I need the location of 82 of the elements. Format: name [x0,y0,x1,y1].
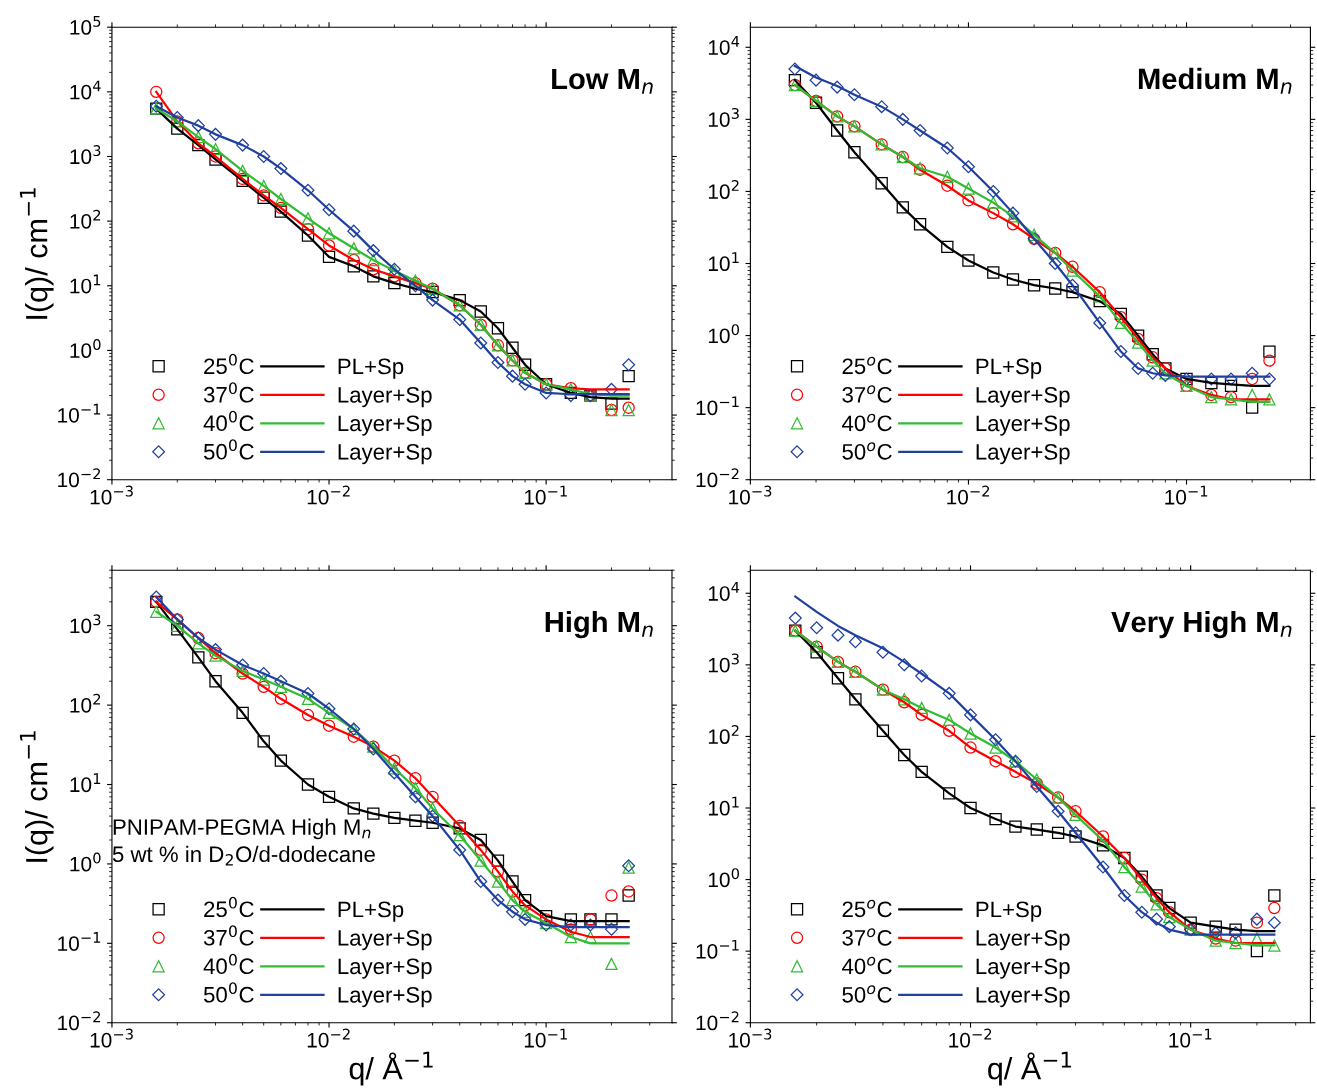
legend-label: 50$^{o}$C [842,442,892,460]
y-tick-label: 10$^{3}$ [708,653,739,673]
y-tick-label: 10$^{−1}$ [696,396,739,416]
legend-label: Layer+Sp [976,415,1070,436]
x-tick-label: 10$^{−2}$ [307,1028,350,1048]
legend-label: Layer+Sp [338,415,432,436]
x-tick-label: 10$^{−3}$ [90,1028,133,1048]
y-tick-label: 10$^{−2}$ [696,468,739,488]
y-tick-label: 10$^{−1}$ [58,403,101,423]
y-tick-label: 10$^{1}$ [708,796,739,816]
x-tick-label: 10$^{−2}$ [947,485,990,505]
legend-label: PL+Sp [338,358,404,379]
y-tick-label: 10$^{1}$ [70,274,101,294]
legend-label: 37$^{0}$C [203,925,254,946]
legend-label: Layer+Sp [976,444,1070,465]
y-tick-label: 10$^{−1}$ [58,932,101,951]
x-axis-title: q/ Å$^{−1}$ [988,1051,1072,1086]
text: Low M$_{n}$ [552,68,653,94]
y-tick-label: 10$^{0}$ [70,852,101,872]
y-tick-label: 10$^{1}$ [70,773,101,793]
x-tick-label: 10$^{−3}$ [90,485,133,505]
y-axis-title: I(q)/ cm$^{−1}$ [19,731,54,862]
y-tick-label: 10$^{4}$ [708,582,740,601]
legend-label: 50$^{0}$C [203,982,254,1003]
text: Medium M$_{n}$ [1138,67,1292,94]
y-tick-label: 10$^{3}$ [70,145,101,165]
legend-label: PL+Sp [976,901,1042,922]
x-tick-label: 10$^{−3}$ [729,485,772,505]
legend-label: Layer+Sp [976,987,1070,1008]
y-tick-label: 10$^{−1}$ [696,939,739,959]
legend-label: 40$^{0}$C [203,953,254,975]
legend-label: Layer+Sp [976,930,1070,951]
y-tick-label: 10$^{2}$ [70,209,101,229]
legend-label: Layer+Sp [976,958,1070,979]
legend-label: 37$^{o}$C [842,928,892,946]
x-tick-label: 10$^{−1}$ [524,1028,567,1048]
y-tick-label: 10$^{2}$ [70,693,101,713]
y-tick-label: 10$^{4}$ [708,36,740,55]
x-tick-label: 10$^{−2}$ [949,1028,992,1048]
x-tick-label: 10$^{−1}$ [1165,485,1208,505]
y-tick-label: 10$^{−2}$ [58,1011,101,1031]
legend-label: PL+Sp [338,901,404,922]
y-tick-label: 10$^{0}$ [708,324,740,344]
legend-label: 40$^{o}$C [842,413,892,432]
y-tick-label: 10$^{2}$ [708,180,739,200]
legend-label: Layer+Sp [338,930,432,951]
annotation: 5 wt % in D$_{2}$O/d-dodecane [112,845,375,866]
legend-label: 50$^{o}$C [842,985,892,1003]
legend-label: 25$^{0}$C [204,353,254,375]
legend-label: 37$^{o}$C [842,385,892,403]
y-tick-label: 10$^{3}$ [70,614,101,634]
annotation: PNIPAM-PEGMA High M$_{n}$ [113,818,371,840]
legend-label: Layer+Sp [338,444,432,465]
legend-label: 25$^{0}$C [204,896,254,918]
legend-label: 25$^{o}$C [842,899,892,918]
y-tick-label: 10$^{−2}$ [696,1011,739,1031]
legend-label: Layer+Sp [976,387,1070,408]
legend-label: Layer+Sp [338,987,432,1008]
x-tick-label: 10$^{−1}$ [524,485,567,505]
y-tick-label: 10$^{−2}$ [58,468,101,488]
y-axis-title: I(q)/ cm$^{−1}$ [19,188,54,319]
legend-label: 40$^{0}$C [203,410,254,432]
y-tick-label: 10$^{3}$ [708,107,739,127]
x-tick-label: 10$^{−3}$ [729,1028,772,1048]
legend-label: PL+Sp [976,358,1042,379]
y-tick-label: 10$^{0}$ [70,339,101,359]
legend-label: 37$^{0}$C [203,382,254,403]
legend-label: 50$^{0}$C [203,439,254,460]
legend-label: 25$^{o}$C [842,356,892,375]
x-tick-label: 10$^{−2}$ [307,485,350,505]
y-tick-label: 10$^{1}$ [708,252,739,272]
legend-label: Layer+Sp [338,958,432,979]
y-tick-label: 10$^{4}$ [70,80,101,100]
legend-label: 40$^{o}$C [842,956,892,975]
text: High M$_{n}$ [545,610,653,639]
x-axis-title: q/ Å$^{−1}$ [349,1051,433,1086]
y-tick-label: 10$^{0}$ [708,868,740,888]
y-tick-label: 10$^{2}$ [708,725,739,745]
text: Very High M$_{n}$ [1111,610,1292,639]
legend-label: Layer+Sp [338,387,432,408]
x-tick-label: 10$^{−1}$ [1169,1028,1212,1048]
y-tick-label: 10$^{5}$ [70,16,101,35]
